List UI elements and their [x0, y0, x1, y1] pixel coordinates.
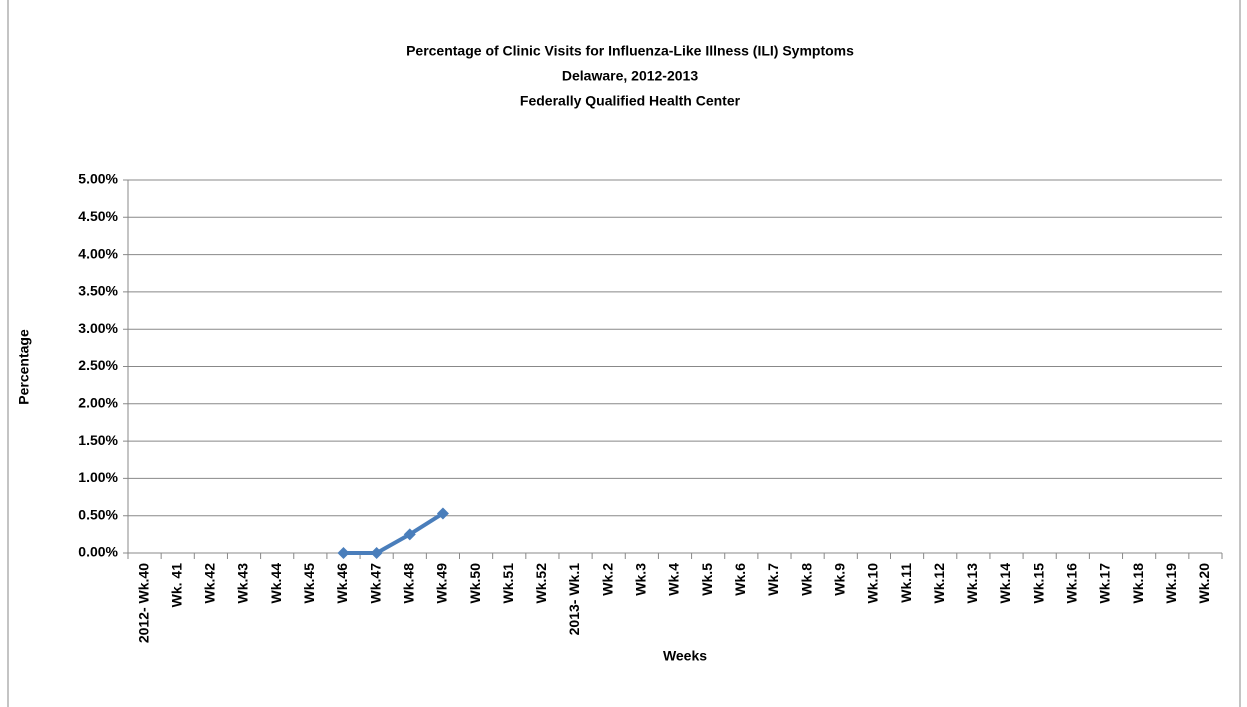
y-tick-label: 0.50%: [78, 506, 118, 522]
x-tick-label: Wk.14: [997, 563, 1013, 604]
y-tick-label: 3.50%: [78, 283, 118, 299]
chart-frame: [7, 0, 1241, 707]
x-tick-label: Wk.11: [898, 563, 914, 603]
x-tick-label: Wk.19: [1163, 563, 1179, 604]
chart-subtitle: Delaware, 2012-2013: [562, 68, 698, 84]
x-tick-label: Wk.9: [831, 563, 847, 596]
data-marker: [436, 507, 449, 520]
x-tick-label: Wk.51: [500, 563, 516, 604]
y-axis-title: Percentage: [16, 329, 32, 405]
data-marker: [403, 528, 416, 541]
chart-title: Percentage of Clinic Visits for Influenz…: [406, 43, 854, 59]
x-tick-label: Wk.6: [732, 563, 748, 596]
x-tick-label: Wk.17: [1097, 563, 1113, 604]
x-tick-label: 2012- Wk.40: [135, 563, 151, 643]
x-tick-label: Wk.8: [798, 563, 814, 596]
y-tick-label: 2.00%: [78, 395, 118, 411]
data-line: [343, 511, 445, 555]
data-marker: [337, 547, 350, 559]
x-tick-label: Wk.49: [434, 563, 450, 604]
x-tick-label: Wk.3: [633, 563, 649, 596]
x-tick-label: Wk. 41: [168, 563, 184, 608]
y-tick-label: 4.00%: [78, 245, 118, 261]
y-tick-label: 2.50%: [78, 357, 118, 373]
x-tick-label: Wk.7: [765, 563, 781, 596]
y-tick-label: 4.50%: [78, 208, 118, 224]
y-tick-label: 3.00%: [78, 320, 118, 336]
x-tick-label: Wk.46: [334, 563, 350, 604]
x-tick-label: Wk.52: [533, 563, 549, 604]
data-marker: [370, 547, 383, 559]
x-tick-label: Wk.20: [1196, 563, 1212, 604]
y-tick-label: 5.00%: [78, 171, 118, 187]
x-axis-title: Weeks: [663, 648, 707, 664]
x-tick-label: Wk.10: [865, 563, 881, 604]
x-tick-label: Wk.15: [1030, 563, 1046, 604]
x-tick-label: Wk.45: [301, 563, 317, 604]
x-tick-label: Wk.43: [235, 563, 251, 604]
y-tick-label: 1.50%: [78, 432, 118, 448]
x-tick-label: Wk.4: [666, 563, 682, 596]
x-tick-label: Wk.16: [1064, 563, 1080, 604]
y-tick-label: 1.00%: [78, 469, 118, 485]
x-tick-label: Wk.2: [599, 563, 615, 596]
x-tick-label: Wk.44: [268, 563, 284, 604]
y-tick-label: 0.00%: [78, 544, 118, 560]
x-tick-label: Wk.5: [699, 563, 715, 596]
x-tick-label: Wk.12: [931, 563, 947, 604]
x-tick-label: Wk.48: [400, 563, 416, 604]
x-tick-label: Wk.47: [367, 563, 383, 604]
x-tick-label: 2013- Wk.1: [566, 563, 582, 636]
x-tick-label: Wk.50: [467, 563, 483, 604]
x-tick-label: Wk.18: [1130, 563, 1146, 604]
x-tick-label: Wk.13: [964, 563, 980, 604]
x-tick-label: Wk.42: [202, 563, 218, 604]
chart-subtitle: Federally Qualified Health Center: [520, 93, 741, 109]
